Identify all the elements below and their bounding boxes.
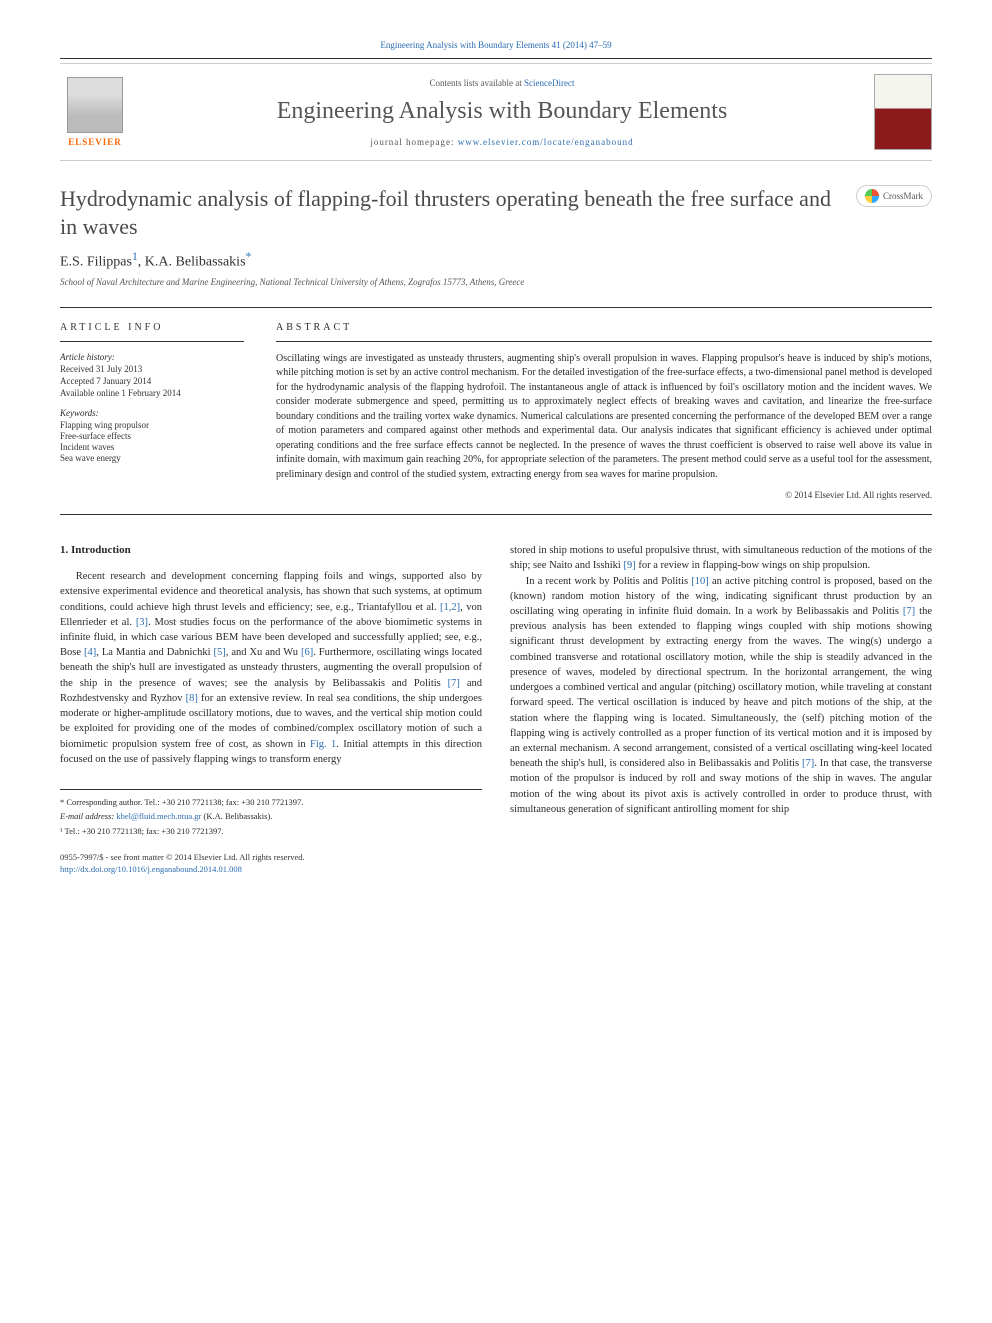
ref-10[interactable]: [10] [691, 576, 709, 587]
email-line: E-mail address: kbel@fluid.mech.ntua.gr … [60, 810, 482, 822]
article-title: Hydrodynamic analysis of flapping-foil t… [60, 185, 856, 240]
top-rule [60, 58, 932, 59]
section-1-heading: 1. Introduction [60, 543, 482, 559]
title-row: Hydrodynamic analysis of flapping-foil t… [60, 185, 932, 240]
intro-para-1: Recent research and development concerni… [60, 569, 482, 767]
doi-link[interactable]: http://dx.doi.org/10.1016/j.enganabound.… [60, 864, 242, 874]
publisher-name: ELSEVIER [68, 137, 122, 147]
bottom-block: 0955-7997/$ - see front matter © 2014 El… [60, 851, 482, 876]
crossmark-badge[interactable]: CrossMark [856, 185, 932, 207]
body-columns: 1. Introduction Recent research and deve… [60, 543, 932, 875]
author-2: K.A. Belibassakis [145, 255, 246, 270]
journal-homepage-link[interactable]: www.elsevier.com/locate/enganabound [458, 137, 634, 147]
ref-9[interactable]: [9] [623, 560, 635, 571]
crossmark-label: CrossMark [883, 191, 923, 201]
publisher-tree-icon [67, 77, 123, 133]
t: , La Mantia and Dabnichki [96, 647, 213, 658]
keyword-2: Free-surface effects [60, 431, 244, 441]
journal-cover-thumb [874, 74, 932, 150]
ref-8[interactable]: [8] [186, 693, 198, 704]
article-info: ARTICLE INFO Article history: Received 3… [60, 308, 260, 515]
info-abstract-row: ARTICLE INFO Article history: Received 3… [60, 307, 932, 516]
abstract-text: Oscillating wings are investigated as un… [276, 352, 932, 483]
author-2-sup[interactable]: * [246, 250, 252, 263]
ref-7b[interactable]: [7] [903, 606, 915, 617]
keywords-label: Keywords: [60, 408, 244, 418]
homepage-prefix: journal homepage: [370, 137, 457, 147]
ref-6[interactable]: [6] [301, 647, 313, 658]
footnote-1: ¹ Tel.: +30 210 7721138; fax: +30 210 77… [60, 825, 482, 837]
col2-para-1: stored in ship motions to useful propuls… [510, 543, 932, 573]
info-rule [60, 341, 244, 342]
footnotes: * Corresponding author. Tel.: +30 210 77… [60, 789, 482, 837]
email-suffix: (K.A. Belibassakis). [201, 811, 272, 821]
journal-citation[interactable]: Engineering Analysis with Boundary Eleme… [60, 40, 932, 50]
article-info-heading: ARTICLE INFO [60, 322, 244, 333]
crossmark-icon [865, 189, 879, 203]
keyword-3: Incident waves [60, 442, 244, 452]
email-link[interactable]: kbel@fluid.mech.ntua.gr [116, 811, 201, 821]
abstract-heading: ABSTRACT [276, 322, 932, 333]
body-col-left: 1. Introduction Recent research and deve… [60, 543, 482, 875]
abstract-rule [276, 341, 932, 342]
ref-7c[interactable]: [7] [802, 758, 814, 769]
issn-line: 0955-7997/$ - see front matter © 2014 El… [60, 851, 482, 863]
t: In a recent work by Politis and Politis [526, 576, 692, 587]
t: for a review in flapping-bow wings on sh… [636, 560, 870, 571]
keyword-4: Sea wave energy [60, 453, 244, 463]
sciencedirect-link[interactable]: ScienceDirect [524, 78, 574, 88]
t: Recent research and development concerni… [60, 571, 482, 612]
author-1-sup[interactable]: 1 [132, 250, 138, 263]
ref-1-2[interactable]: [1,2] [440, 602, 460, 613]
email-prefix: E-mail address: [60, 811, 116, 821]
accepted-date: Accepted 7 January 2014 [60, 376, 244, 386]
received-date: Received 31 July 2013 [60, 364, 244, 374]
t: the previous analysis has been extended … [510, 606, 932, 769]
ref-5[interactable]: [5] [213, 647, 225, 658]
contents-prefix: Contents lists available at [430, 78, 524, 88]
body-col-right: stored in ship motions to useful propuls… [510, 543, 932, 875]
contents-lists-line: Contents lists available at ScienceDirec… [146, 78, 858, 88]
header-center: Contents lists available at ScienceDirec… [146, 78, 858, 147]
fig-1-link[interactable]: Fig. 1 [310, 739, 336, 750]
ref-3[interactable]: [3] [136, 617, 148, 628]
journal-header: ELSEVIER Contents lists available at Sci… [60, 63, 932, 161]
journal-homepage-line: journal homepage: www.elsevier.com/locat… [146, 137, 858, 147]
ref-7a[interactable]: [7] [448, 678, 460, 689]
authors: E.S. Filippas1, K.A. Belibassakis* [60, 250, 932, 271]
keyword-1: Flapping wing propulsor [60, 420, 244, 430]
author-1: E.S. Filippas [60, 255, 132, 270]
journal-name: Engineering Analysis with Boundary Eleme… [146, 98, 858, 125]
corresponding-author-note: * Corresponding author. Tel.: +30 210 77… [60, 796, 482, 808]
history-label: Article history: [60, 352, 244, 362]
publisher-logo: ELSEVIER [60, 72, 130, 152]
affiliation: School of Naval Architecture and Marine … [60, 277, 932, 287]
t: , and Xu and Wu [226, 647, 301, 658]
col2-para-2: In a recent work by Politis and Politis … [510, 574, 932, 818]
online-date: Available online 1 February 2014 [60, 388, 244, 398]
abstract-copyright: © 2014 Elsevier Ltd. All rights reserved… [276, 490, 932, 500]
ref-4[interactable]: [4] [84, 647, 96, 658]
abstract-column: ABSTRACT Oscillating wings are investiga… [260, 308, 932, 515]
